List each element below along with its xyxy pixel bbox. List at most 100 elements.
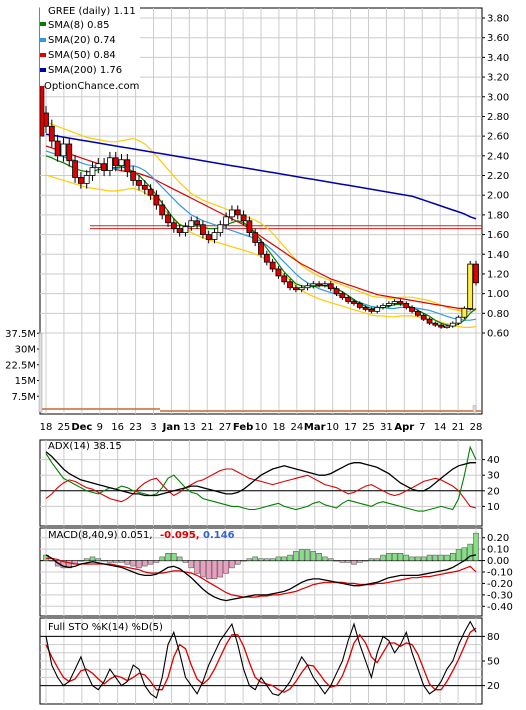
macd-histogram-bar [223,560,229,574]
macd-histogram-bar [205,560,212,580]
candle-body [240,214,247,222]
macd-histogram-bar [194,560,200,574]
legend-sma20: SMA(20) 0.74 [48,35,116,46]
macd-histogram-bar [415,556,421,561]
price-tick-label: 2.60 [487,132,509,143]
candle-body [205,234,212,240]
candle-body [223,216,230,226]
candle-body [333,288,340,295]
adx-tick-label: 40 [487,455,500,466]
macd-histogram-bar [269,558,276,561]
candle-body [258,242,264,255]
price-tick-label: 2.40 [487,151,509,162]
macd-tick-label: 0.00 [487,556,509,567]
candle-body [188,220,195,228]
adx-tick-label: 20 [487,486,500,497]
candle-body [327,283,334,290]
sma200-line [45,133,477,220]
macd-histogram-bar [391,553,398,561]
candle-body [414,310,421,316]
candle-body [211,232,218,240]
macd-histogram-bar [142,560,148,567]
x-tick-label: 25 [362,422,375,433]
candle-body [66,143,73,162]
legend-swatch-sma50 [40,53,46,57]
macd-histogram-bar [432,554,439,561]
macd-panel: 0.200.100.00-0.10-0.20-0.30-0.40 [39,527,513,617]
macd-histogram-bar [83,558,90,561]
candle-body [269,261,276,270]
candle-body [95,163,102,169]
x-tick-label: 10 [255,422,268,433]
macd-histogram-bar [444,554,450,561]
macd-histogram-bar [246,558,253,561]
macd-histogram-bar [293,551,299,561]
price-panel: 0.60 0.80 1.00 1.20 1.40 1.60 1.80 2.00 2.20 2.40… [5,7,509,433]
candle-body [54,140,61,157]
macd-histogram-bar [345,560,351,563]
macd-histogram-bar [176,556,183,561]
price-tick-label: 3.20 [487,73,509,84]
candle-body [391,301,398,304]
candle-body [397,301,404,304]
macd-histogram-bar [49,560,55,562]
x-tick-label: 18 [273,422,286,433]
candle-body [252,232,259,243]
price-tick-label: 1.20 [487,269,509,280]
macd-value-hist: 0.146 [203,530,235,541]
macd-histogram-bar [258,558,264,561]
candle-body [345,297,352,302]
candle-body [234,209,241,216]
price-tick-label: 2.00 [487,191,509,202]
macd-histogram-bar [95,558,102,561]
minus-di-line [45,468,477,509]
x-tick-label: 21 [452,422,465,433]
macd-histogram-bar [467,543,473,561]
candle-body [194,220,200,226]
candle-body [385,303,392,306]
macd-histogram-bar [351,560,357,565]
x-tick-label: Apr [394,422,414,433]
x-tick-label: 25 [58,422,71,433]
macd-histogram-bar [362,560,369,562]
x-tick-label: 31 [380,422,393,433]
macd-histogram-bar [275,556,282,561]
macd-histogram-bar [124,560,131,565]
macd-histogram-bar [420,556,427,561]
price-tick-label: 1.00 [487,289,509,300]
candle-body [275,268,282,277]
adx-tick-label: 10 [487,502,500,513]
candle-body [444,325,450,329]
volume-bar [472,405,477,413]
candle-body [246,220,253,233]
candle-body [72,160,78,178]
macd-histogram-bar [147,560,154,565]
candle-body [141,184,148,190]
x-tick-label: 10 [326,422,339,433]
candle-body [304,285,311,289]
candle-body [380,305,386,308]
candle-body [473,263,479,284]
candle-body [298,287,305,291]
macd-histogram-bar [333,560,340,562]
price-tick-label: 1.60 [487,230,509,241]
macd-histogram-bar [327,558,334,561]
x-tick-label: Feb [233,422,253,433]
volume-bar [38,333,43,413]
legend-swatch-sma8 [40,22,46,26]
legend-sma50: SMA(50) 0.84 [48,50,116,61]
macd-histogram-bar [171,553,177,561]
macd-histogram-bar [316,553,322,561]
candle-body [438,324,445,328]
x-tick-label: Jan [162,422,181,433]
candle-body [287,281,293,289]
macd-histogram-bar [153,560,160,563]
candle-body [130,171,137,181]
price-tick-label: 1.40 [487,250,509,261]
macd-histogram-bar [426,554,433,561]
x-tick-label: 17 [344,422,357,433]
candle-body [351,301,357,304]
price-tick-label: 1.80 [487,210,509,221]
volume-tick-label: 7.5M [11,392,36,403]
